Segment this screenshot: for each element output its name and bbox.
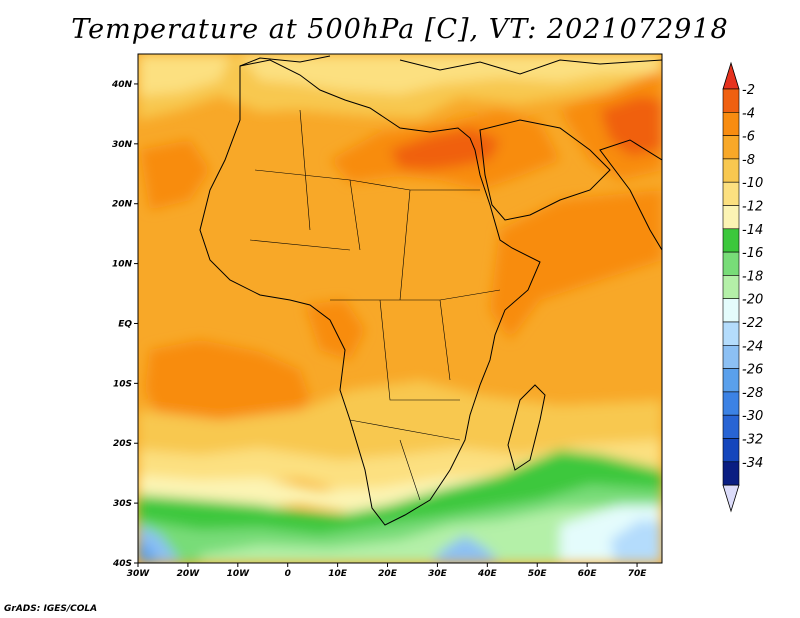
lon-tick-label: 0 [285, 569, 291, 579]
colorbar-swatch [722, 251, 740, 276]
colorbar-swatch [722, 321, 740, 346]
colorbar-swatch [722, 414, 740, 439]
field-atlantic-warm [145, 340, 310, 430]
colorbar-label: -22 [742, 316, 763, 331]
colorbar-label: -4 [742, 106, 755, 121]
colorbar-label: -26 [742, 363, 763, 378]
lat-tick-label: 10S [113, 379, 132, 389]
lat-tick-label: EQ [118, 319, 132, 329]
colorbar-label: -2 [742, 83, 755, 98]
lon-tick-label: 30W [127, 569, 151, 579]
colorbar-swatch [722, 158, 740, 183]
coast-arabia [479, 119, 611, 221]
lon-tick-label: 60E [578, 569, 598, 579]
lon-tick-label: 10W [227, 569, 251, 579]
lat-tick-label: 20S [113, 439, 132, 449]
coast-madagascar [507, 384, 546, 471]
colorbar-top-arrow [722, 61, 740, 90]
plot-frame [137, 53, 663, 564]
field-west-africa-warm [140, 140, 210, 210]
lon-tick-label: 70E [628, 569, 648, 579]
colorbar-label: -30 [742, 409, 763, 424]
field-cold-deep-west [138, 540, 158, 563]
colorbar-swatch [722, 135, 740, 160]
colorbar-label: -32 [742, 433, 763, 448]
lon-tick-label: 30E [428, 569, 448, 579]
colorbar-swatch [722, 391, 740, 416]
map-title: Temperature at 500hPa [C], VT: 202107291… [71, 14, 729, 45]
field-north-light [240, 54, 662, 94]
lat-tick-label: 40S [112, 559, 132, 569]
colorbar-label: -12 [742, 200, 763, 215]
colorbar-swatch [722, 112, 740, 136]
colorbar-swatch [722, 438, 740, 463]
field-cold-blue-east [610, 520, 662, 563]
field-hot-core-egypt [390, 128, 500, 170]
field-northwest-light [138, 54, 230, 96]
colorbar-bottom-arrow [722, 484, 740, 513]
colorbar-swatch [722, 344, 740, 369]
field-arabian-sea-warm [490, 190, 662, 340]
colorbar-label: -8 [742, 153, 755, 168]
colorbar-label: -18 [742, 269, 763, 284]
colorbar-label: -34 [742, 456, 763, 471]
colorbar-swatch [722, 181, 740, 206]
colorbar-label: -14 [742, 223, 763, 238]
colorbar: -2 -4 -6 -8 -10 -12 -14 -16 -18 -20 -22 -24 -26 -28 -3… [722, 61, 763, 513]
colorbar-label: -16 [742, 246, 763, 261]
colorbar-label: -28 [742, 386, 763, 401]
colorbar-swatch [722, 228, 740, 253]
latitude-ticks: 40N 30N 20N 10N EQ 10S 20S 30S 40S [111, 80, 138, 569]
coast-europe [239, 55, 662, 75]
coast-india [599, 139, 662, 251]
colorbar-swatch [722, 461, 740, 486]
colorbar-swatch [722, 205, 740, 230]
colorbar-label: -10 [742, 176, 763, 191]
lon-tick-label: 40E [477, 569, 498, 579]
field-cold-blue-center [430, 536, 500, 563]
field-pale-green [200, 505, 662, 563]
colorbar-swatch [722, 275, 740, 299]
lon-tick-label: 20E [378, 569, 398, 579]
colorbar-label: -6 [742, 130, 755, 145]
colorbar-label: -20 [742, 293, 763, 308]
colorbar-swatch [722, 88, 740, 113]
lat-tick-label: 40N [111, 80, 133, 90]
country-borders [249, 109, 501, 501]
coastlines [199, 55, 662, 526]
lat-tick-label: 10N [112, 260, 133, 270]
temperature-field [138, 54, 662, 563]
lon-tick-label: 50E [528, 569, 548, 579]
credit-label: GrADS: IGES/COLA [4, 604, 98, 614]
lon-tick-label: 10E [328, 569, 348, 579]
lat-tick-label: 20N [112, 200, 133, 210]
lat-tick-label: 30N [112, 140, 133, 150]
colorbar-swatch [722, 368, 740, 393]
coast-africa [199, 59, 541, 526]
border-lines [249, 109, 501, 501]
colorbar-label: -24 [742, 339, 763, 354]
lon-tick-label: 20W [177, 569, 201, 579]
plot-area [137, 53, 663, 564]
lat-tick-label: 30S [113, 499, 132, 509]
colorbar-swatch [722, 298, 740, 323]
field-hot-core-iran [600, 96, 662, 156]
longitude-ticks: 30W 20W 10W 0 10E 20E 30E 40E 50E 60E 70E [127, 563, 647, 579]
